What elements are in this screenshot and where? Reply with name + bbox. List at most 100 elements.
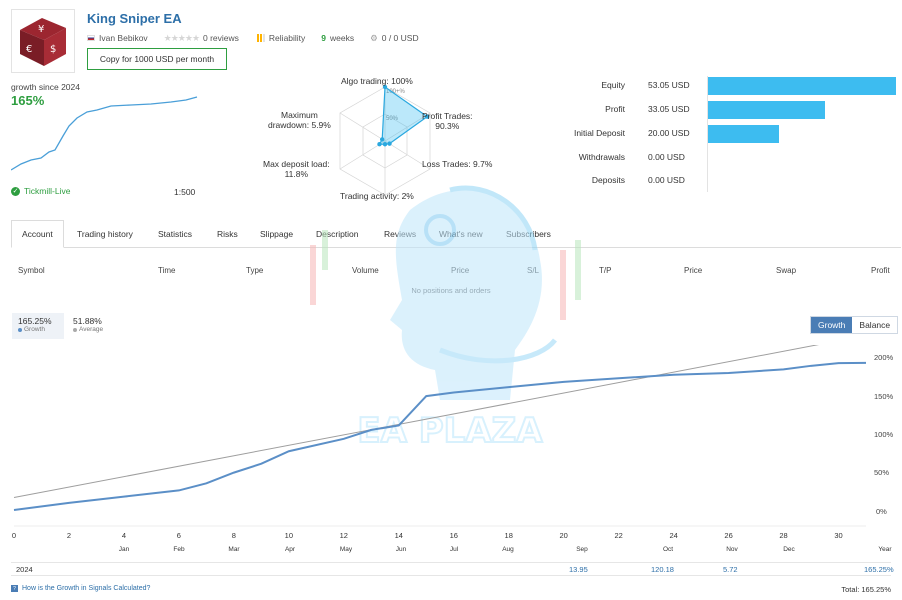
equity-row: Deposits 0.00 USD bbox=[540, 172, 900, 190]
growth-series-line bbox=[13, 361, 867, 511]
col-swap[interactable]: Swap bbox=[776, 266, 797, 275]
col-price-current[interactable]: Price bbox=[684, 266, 703, 275]
subscribers-icon: ⚙ bbox=[370, 32, 378, 43]
ring-100-label: 100+% bbox=[386, 89, 406, 95]
y-tick-150: 150% bbox=[874, 392, 894, 401]
russia-flag-icon bbox=[87, 35, 95, 41]
equity-row: Withdrawals 0.00 USD bbox=[540, 149, 900, 167]
equity-row: Equity 53.05 USD bbox=[540, 77, 900, 95]
x-tick: 18 bbox=[504, 531, 513, 540]
col-type[interactable]: Type bbox=[246, 266, 264, 275]
growth-line-chart bbox=[13, 345, 867, 527]
radar-algo-label: Algo trading: 100% bbox=[341, 76, 413, 86]
col-tp[interactable]: T/P bbox=[599, 266, 612, 275]
growth-stat-value: 165.25% bbox=[18, 316, 52, 326]
x-tick: 24 bbox=[669, 531, 678, 540]
weeks-label: weeks bbox=[330, 33, 355, 43]
max-dd-label2: drawdown: 5.9% bbox=[268, 120, 331, 130]
month-jul: Jul bbox=[449, 546, 459, 553]
y-tick-100: 100% bbox=[874, 430, 894, 439]
equity-row-value: 0.00 USD bbox=[648, 152, 685, 162]
tab-subscribers[interactable]: Subscribers bbox=[506, 229, 551, 239]
toggle-balance-button[interactable]: Balance bbox=[859, 320, 891, 330]
growth-stat-label: Growth bbox=[24, 326, 45, 333]
growth-stat[interactable]: 165.25% Growth bbox=[12, 313, 64, 339]
radar-activity: Trading activity: 2% bbox=[340, 191, 414, 201]
question-icon: ? bbox=[11, 585, 18, 592]
radar-point bbox=[425, 114, 430, 119]
tab-account[interactable]: Account bbox=[11, 220, 64, 248]
month-may: May bbox=[339, 546, 353, 553]
col-price[interactable]: Price bbox=[451, 266, 470, 275]
equity-bar bbox=[708, 77, 896, 95]
radar-point bbox=[382, 84, 388, 90]
year-nov-value: 5.72 bbox=[723, 565, 738, 574]
broker-name[interactable]: Tickmill-Live bbox=[24, 186, 71, 196]
month-aug: Aug bbox=[502, 546, 514, 553]
x-tick: 16 bbox=[449, 531, 458, 540]
radar-max-deposit: Max deposit load: 11.8% bbox=[263, 159, 330, 179]
col-profit[interactable]: Profit bbox=[871, 266, 890, 275]
equity-row-label: Withdrawals bbox=[578, 152, 625, 162]
tab-risks[interactable]: Risks bbox=[217, 229, 238, 239]
growth-calc-link[interactable]: ? How is the Growth in Signals Calculate… bbox=[11, 585, 150, 592]
tab-reviews[interactable]: Reviews bbox=[384, 229, 417, 239]
tab-trading-history[interactable]: Trading history bbox=[77, 229, 133, 239]
equity-axis bbox=[707, 76, 708, 192]
radar-chart: 100+% 50% bbox=[339, 84, 431, 196]
radar-point bbox=[382, 142, 388, 147]
year-label: 2024 bbox=[16, 565, 33, 574]
tab-bar: Account Trading history Statistics Risks… bbox=[11, 220, 901, 248]
col-volume[interactable]: Volume bbox=[352, 266, 379, 275]
tab-description[interactable]: Description bbox=[316, 229, 359, 239]
copy-button[interactable]: Copy for 1000 USD per month bbox=[87, 48, 227, 70]
author-name[interactable]: Ivan Bebikov bbox=[99, 33, 148, 43]
x-tick: 8 bbox=[231, 531, 236, 540]
year-total-value: 165.25% bbox=[864, 565, 894, 574]
signal-title[interactable]: King Sniper EA bbox=[87, 11, 182, 26]
tab-slippage[interactable]: Slippage bbox=[260, 229, 294, 239]
reviews-count[interactable]: 0 reviews bbox=[203, 33, 239, 43]
toggle-growth-button[interactable]: Growth bbox=[811, 317, 853, 333]
col-time[interactable]: Time bbox=[158, 266, 176, 275]
x-tick: 28 bbox=[779, 531, 788, 540]
y-tick-200: 200% bbox=[874, 353, 894, 362]
equity-row-value: 0.00 USD bbox=[648, 175, 685, 185]
equity-row-label: Deposits bbox=[591, 175, 625, 185]
radar-point bbox=[379, 137, 385, 142]
x-tick: 10 bbox=[284, 531, 293, 540]
col-sl[interactable]: S/L bbox=[527, 266, 540, 275]
equity-bar bbox=[708, 125, 779, 143]
y-tick-50: 50% bbox=[874, 468, 890, 477]
radar-point bbox=[387, 141, 392, 146]
subscribers-value: 0 / 0 USD bbox=[381, 33, 419, 43]
equity-row: Profit 33.05 USD bbox=[540, 101, 900, 119]
profit-trades-label: Profit Trades: bbox=[422, 111, 473, 121]
x-tick: 22 bbox=[614, 531, 623, 540]
reliability-bars-icon bbox=[256, 34, 265, 42]
footer-total: Total: 165.25% bbox=[841, 585, 891, 594]
month-apr: Apr bbox=[284, 546, 296, 553]
mini-growth-chart bbox=[11, 96, 198, 171]
month-nov: Nov bbox=[726, 546, 738, 553]
broker-badge[interactable]: ✓ Tickmill-Live bbox=[11, 186, 70, 196]
average-dot-icon bbox=[73, 327, 77, 332]
col-symbol[interactable]: Symbol bbox=[18, 266, 45, 275]
empty-positions-message: No positions and orders bbox=[411, 286, 491, 295]
growth-calc-text[interactable]: How is the Growth in Signals Calculated? bbox=[22, 585, 151, 592]
average-trend-line bbox=[13, 345, 820, 499]
tab-whats-new[interactable]: What's new bbox=[439, 229, 483, 239]
equity-row-label: Equity bbox=[601, 80, 625, 90]
leverage-value: 1:500 bbox=[174, 187, 196, 197]
y-tick-0: 0% bbox=[876, 507, 887, 516]
average-stat[interactable]: 51.88% Average bbox=[67, 313, 117, 339]
rating-stars-icon: ★★★★★ bbox=[163, 32, 200, 43]
tab-statistics[interactable]: Statistics bbox=[158, 229, 193, 239]
radar-loss-trades: Loss Trades: 9.7% bbox=[422, 159, 493, 169]
x-tick: 2 bbox=[66, 531, 72, 540]
svg-text:¥: ¥ bbox=[38, 24, 44, 35]
dice-logo-icon: ¥ € $ bbox=[20, 18, 66, 66]
radar-polygon bbox=[378, 85, 429, 145]
growth-since-label: growth since 2024 bbox=[11, 82, 80, 92]
equity-row-value: 20.00 USD bbox=[648, 128, 690, 138]
